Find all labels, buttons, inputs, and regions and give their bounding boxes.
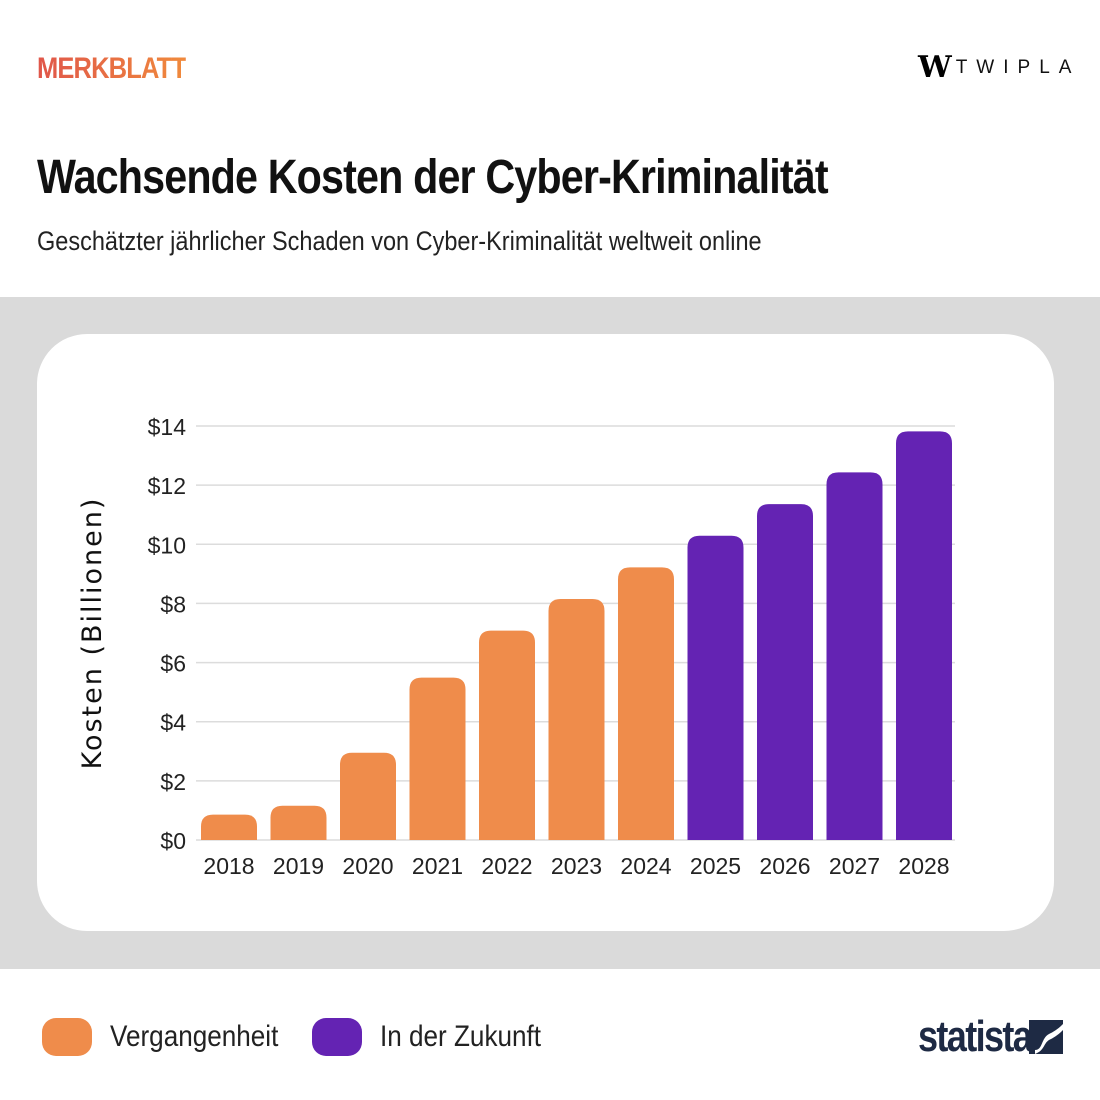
statista-wordmark: statista: [918, 1012, 1033, 1061]
x-tick-label: 2018: [203, 853, 254, 879]
page-subtitle: Geschätzter jährlicher Schaden von Cyber…: [37, 226, 762, 256]
y-tick-label: $2: [160, 769, 186, 795]
legend-label-future: In der Zukunft: [380, 1020, 542, 1053]
legend-label-past: Vergangenheit: [110, 1020, 279, 1053]
bar-2022: [479, 630, 535, 840]
x-tick-label: 2020: [342, 853, 393, 879]
x-tick-label: 2027: [829, 853, 880, 879]
bar-2027: [826, 472, 883, 840]
legend-item-future: In der Zukunft: [312, 1018, 565, 1056]
bar-2023: [548, 598, 605, 840]
x-tick-label: 2026: [759, 853, 810, 879]
y-tick-label: $4: [160, 710, 186, 736]
y-tick-label: $6: [160, 651, 186, 677]
x-tick-label: 2025: [690, 853, 741, 879]
y-tick-label: $12: [148, 473, 186, 499]
bar-2028: [896, 431, 952, 840]
bar-2018: [201, 814, 257, 840]
legend-swatch-future: [312, 1018, 362, 1056]
x-tick-label: 2021: [412, 853, 463, 879]
x-tick-label: 2028: [898, 853, 949, 879]
x-tick-label: 2019: [273, 853, 324, 879]
twipla-logo: W TWIPLA: [918, 50, 1080, 85]
y-tick-label: $0: [160, 828, 186, 854]
y-axis-label: Kosten (Billionen): [77, 497, 108, 770]
legend-swatch-past: [42, 1018, 92, 1056]
y-tick-label: $14: [148, 414, 187, 440]
statista-mark-icon: [1029, 1020, 1063, 1054]
twipla-wordmark: TWIPLA: [955, 56, 1081, 78]
bar-2021: [409, 677, 466, 840]
bar-2020: [340, 752, 396, 840]
bar-2024: [618, 567, 674, 840]
legend-item-past: Vergangenheit: [42, 1018, 304, 1056]
page-title: Wachsende Kosten der Cyber-Kriminalität: [37, 151, 829, 204]
merkblatt-logo: MERKBLATT: [37, 52, 187, 85]
x-tick-label: 2022: [481, 853, 532, 879]
bar-2026: [757, 504, 813, 840]
bar-2025: [687, 535, 744, 840]
y-tick-label: $8: [160, 591, 186, 617]
x-tick-label: 2024: [620, 853, 671, 879]
y-tick-label: $10: [148, 532, 186, 558]
statista-logo: statista: [918, 1012, 1063, 1062]
bar-2019: [270, 805, 327, 840]
x-tick-label: 2023: [551, 853, 602, 879]
